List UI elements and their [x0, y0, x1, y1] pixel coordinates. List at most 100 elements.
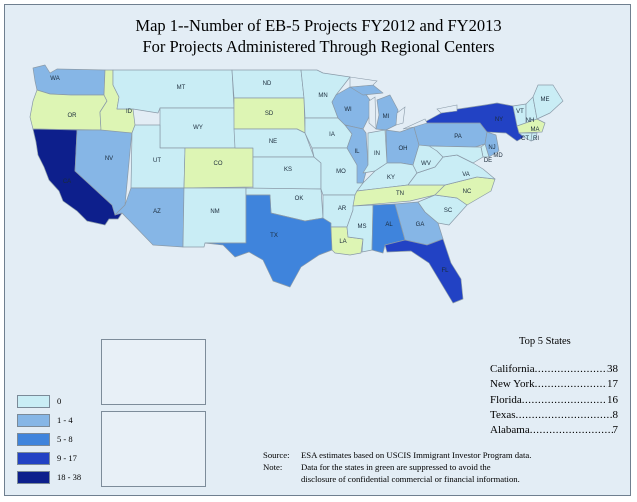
- label-mi: MI: [383, 114, 390, 120]
- map-frame: Map 1--Number of EB-5 Projects FY2012 an…: [4, 4, 631, 496]
- top5-value: 17: [607, 378, 618, 391]
- label-co: CO: [214, 161, 223, 167]
- state-il: [344, 124, 369, 184]
- legend-label: 5 - 8: [57, 434, 73, 444]
- top5-value: 8: [612, 408, 619, 421]
- label-ia: IA: [329, 132, 335, 138]
- top5-state: Alabama: [490, 424, 530, 437]
- state-co: [183, 147, 254, 189]
- top5-value: 38: [607, 363, 618, 375]
- top5-value: 7: [612, 424, 619, 437]
- label-md: MD: [493, 153, 503, 159]
- top5-row: Florida 16: [490, 393, 618, 408]
- hawaii-inset-box: [101, 411, 206, 487]
- label-mt: MT: [177, 85, 186, 91]
- state-nm: [182, 187, 247, 248]
- label-fl: FL: [441, 268, 449, 274]
- top5-row: California 38: [490, 362, 618, 377]
- legend-label: 1 - 4: [57, 415, 73, 425]
- label-la: LA: [339, 239, 346, 245]
- label-ut: UT: [153, 158, 161, 164]
- label-nj: NJ: [488, 145, 495, 151]
- note-text-2: disclosure of confidential commercial or…: [301, 474, 520, 485]
- lake-ontario: [436, 104, 458, 114]
- label-al: AL: [385, 222, 393, 228]
- state-ks: [252, 156, 322, 190]
- top5-state: Texas: [490, 408, 516, 421]
- label-tx: TX: [270, 233, 278, 239]
- legend-label: 9 - 17: [57, 453, 77, 463]
- label-ga: GA: [416, 222, 425, 228]
- label-ny: NY: [495, 117, 503, 123]
- label-ne: NE: [269, 139, 277, 145]
- top5-row: Alabama 7: [490, 423, 618, 438]
- label-pa: PA: [454, 134, 462, 140]
- state-nj: [484, 131, 500, 158]
- map-title: Map 1--Number of EB-5 Projects FY2012 an…: [5, 15, 632, 57]
- state-or: [29, 89, 108, 131]
- label-or: OR: [68, 113, 78, 119]
- top5-row: New York 17: [490, 377, 618, 392]
- label-nh: NH: [526, 118, 535, 124]
- label-mo: MO: [336, 169, 346, 175]
- label-nd: ND: [263, 81, 272, 87]
- label-az: AZ: [153, 209, 161, 215]
- state-wa: [32, 64, 106, 96]
- top5-value: 16: [607, 393, 618, 406]
- top5-state: New York: [490, 378, 535, 391]
- state-tx: [204, 194, 333, 288]
- label-wa: WA: [50, 76, 59, 82]
- label-sd: SD: [265, 111, 274, 117]
- legend-swatch: [17, 452, 50, 465]
- state-md: [428, 145, 484, 164]
- state-mt: [112, 69, 235, 114]
- label-va: VA: [462, 172, 470, 178]
- top5-list: California 38 New York 17 Florida 16 Texas 8…: [490, 362, 618, 438]
- label-nc: NC: [463, 189, 472, 195]
- lake-huron: [395, 106, 406, 126]
- label-ar: AR: [338, 206, 347, 212]
- state-ri: [530, 132, 538, 142]
- label-ms: MS: [358, 224, 367, 230]
- legend-swatch: [17, 395, 50, 408]
- legend-label: 18 - 38: [57, 472, 82, 482]
- source-key: Source:: [263, 450, 290, 460]
- lake-superior: [349, 76, 378, 88]
- lake-erie: [402, 118, 428, 130]
- legend-swatch: [17, 414, 50, 427]
- label-wy: WY: [193, 125, 203, 131]
- label-ks: KS: [284, 167, 292, 173]
- legend-label: 0: [57, 396, 62, 406]
- note-text-1: Data for the states in green are suppres…: [301, 462, 491, 473]
- label-nv: NV: [105, 156, 113, 162]
- label-id: ID: [126, 109, 133, 115]
- label-sc: SC: [444, 208, 453, 214]
- legend-swatch: [17, 471, 50, 484]
- label-ca: CA: [63, 179, 71, 185]
- top5-state: California: [490, 363, 535, 375]
- label-ma: MA: [531, 127, 540, 133]
- state-fl: [384, 238, 464, 304]
- title-line-2: For Projects Administered Through Region…: [142, 37, 495, 56]
- label-nm: NM: [210, 209, 219, 215]
- state-pa: [413, 122, 488, 148]
- label-tn: TN: [396, 191, 404, 197]
- source-note: Source: ESA estimates based on USCIS Immi…: [263, 449, 531, 486]
- label-ri: RI: [533, 136, 539, 142]
- label-wv: WV: [421, 161, 431, 167]
- label-ct: CT: [521, 136, 529, 142]
- label-mn: MN: [318, 93, 327, 99]
- label-oh: OH: [399, 146, 408, 152]
- source-text: ESA estimates based on USCIS Immigrant I…: [301, 450, 532, 460]
- state-ma: [516, 118, 546, 134]
- top5-row: Texas 8: [490, 408, 618, 423]
- top5-title: Top 5 States: [519, 336, 571, 347]
- label-vt: VT: [516, 109, 524, 115]
- note-key: Note:: [263, 462, 283, 473]
- legend-swatch: [17, 433, 50, 446]
- label-wi: WI: [344, 107, 352, 113]
- lake-michigan: [368, 96, 377, 130]
- label-de: DE: [484, 158, 492, 164]
- top5-state: Florida: [490, 393, 522, 406]
- label-me: ME: [541, 97, 550, 103]
